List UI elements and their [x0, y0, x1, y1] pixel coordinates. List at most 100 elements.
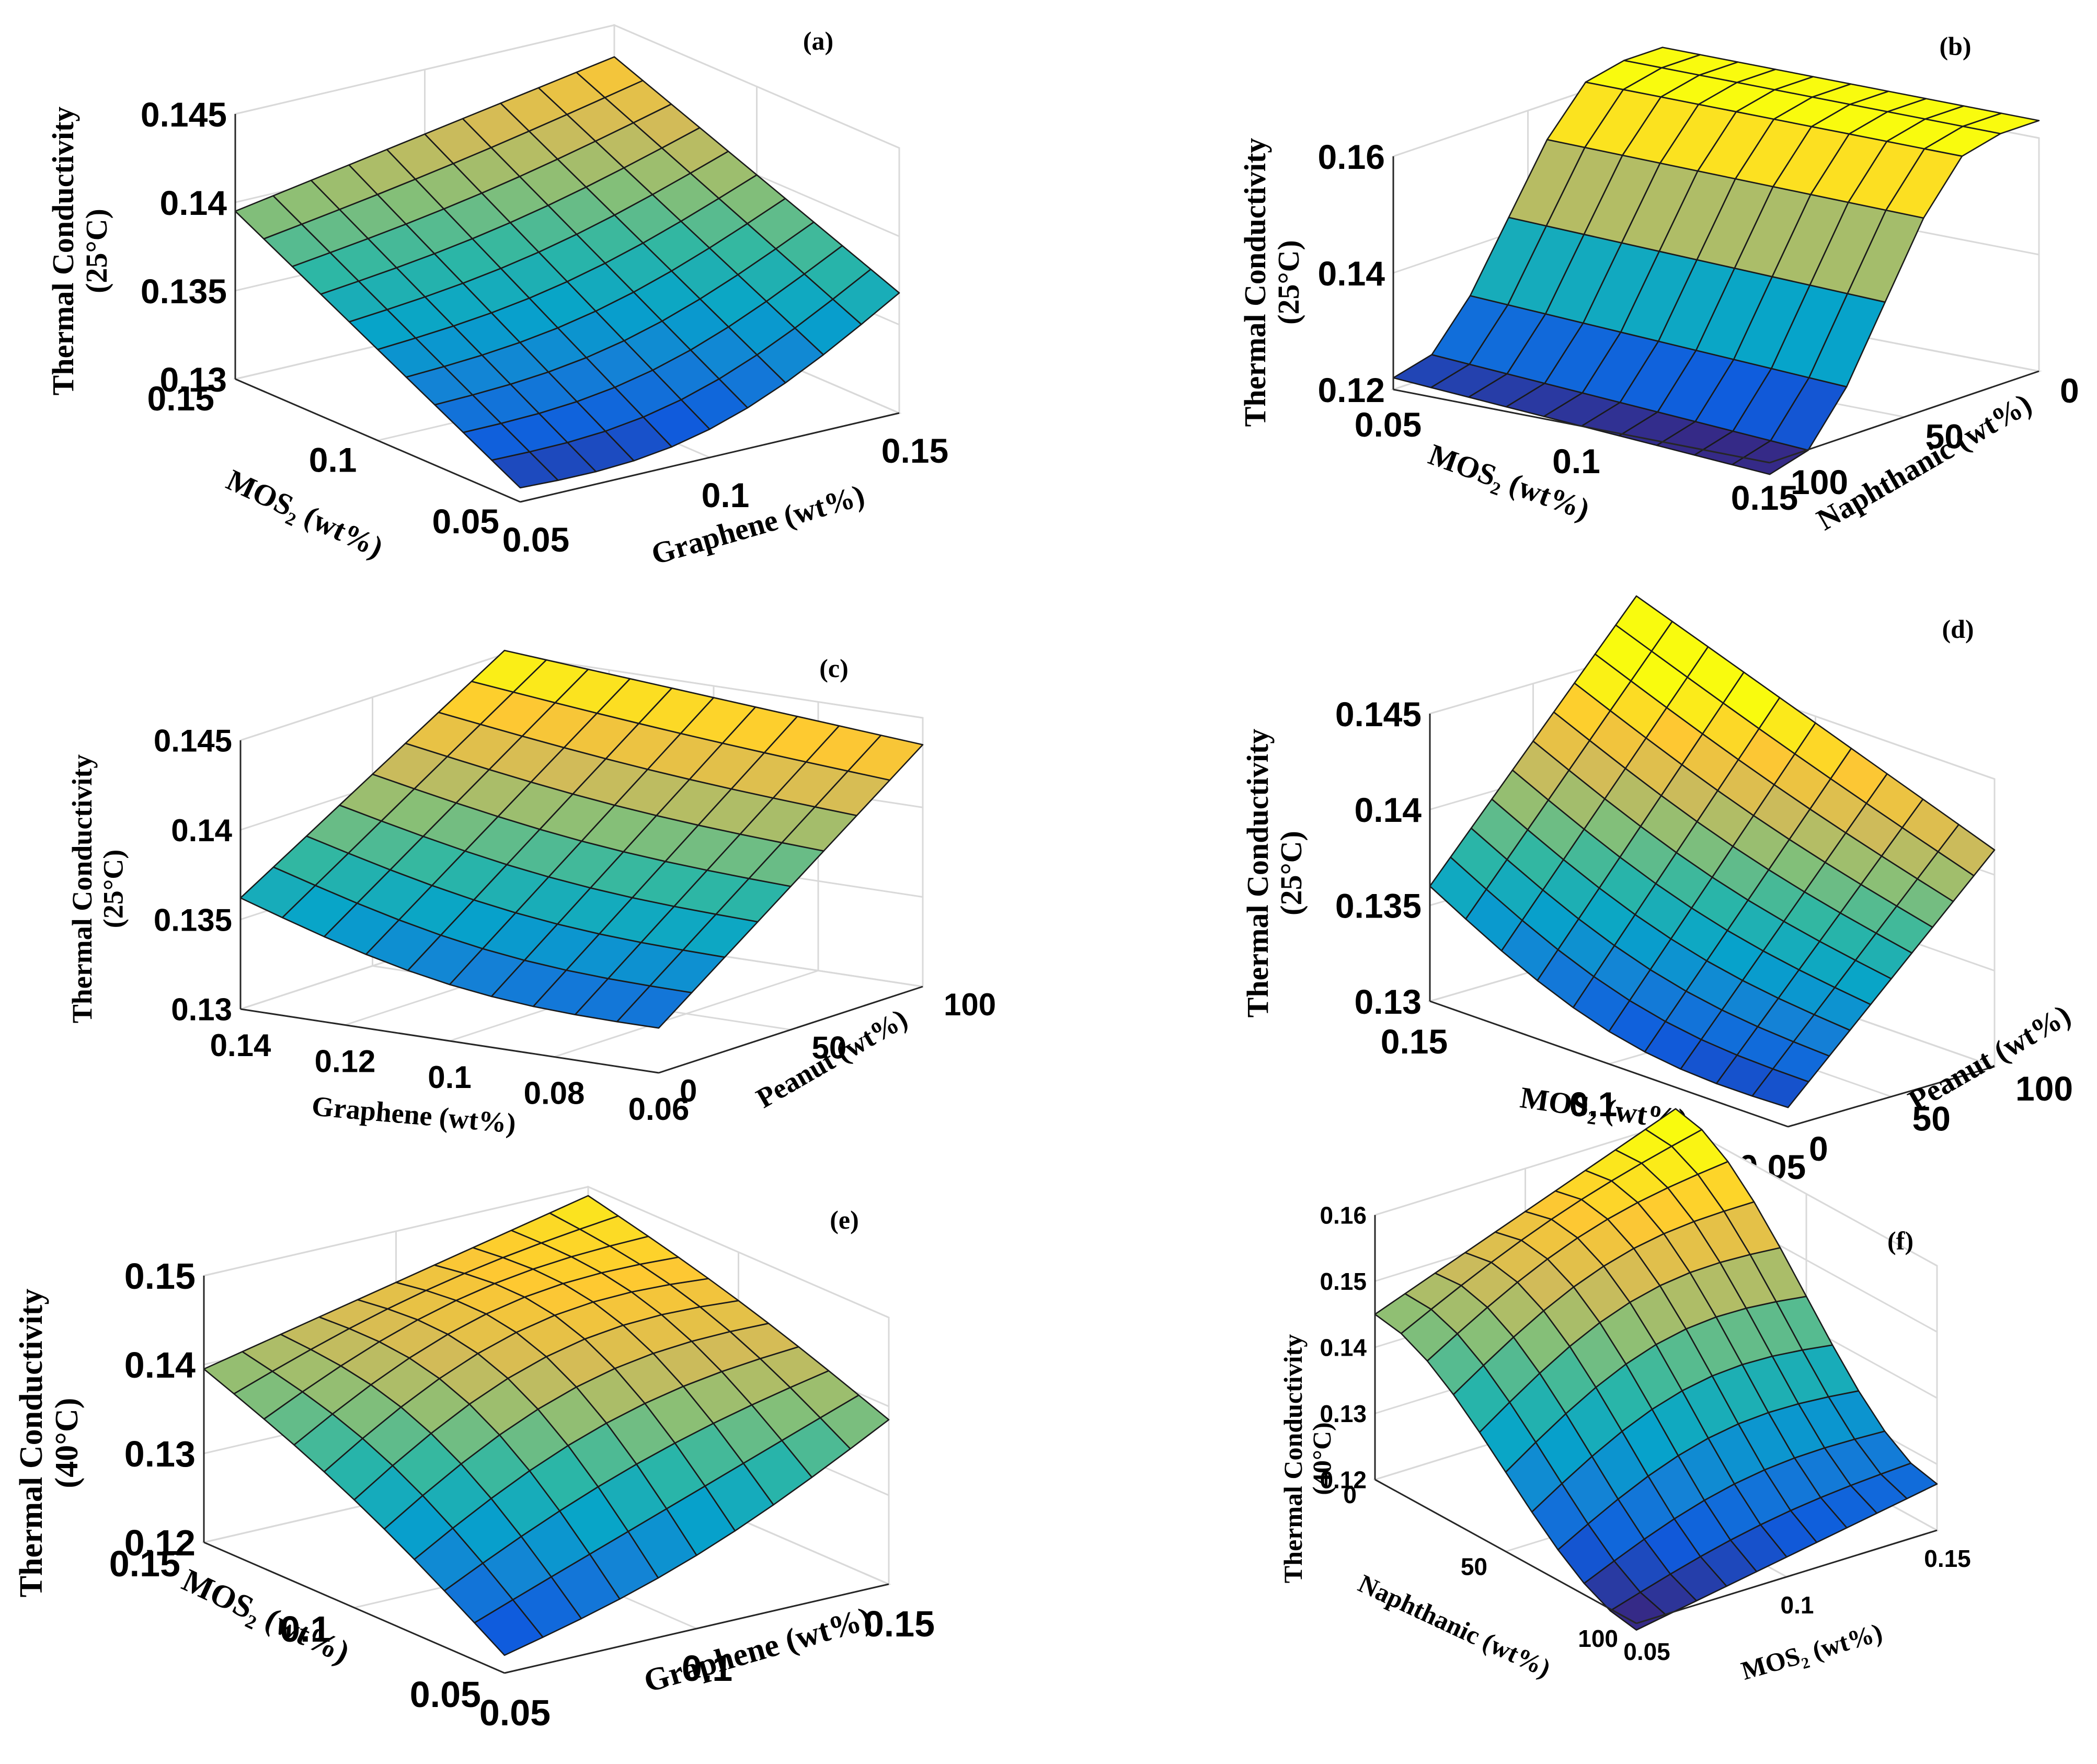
v-tick-label: 0.05: [432, 502, 499, 541]
z-tick-label: 0.145: [141, 95, 227, 134]
x-axis-label-main: MOS: [177, 1562, 259, 1625]
panel-f: 0.12 0.13 0.14 0.15 0.16 0.05 0.1 0.15 100 50 0 The…: [1278, 1108, 1971, 1689]
z-axis-label: Thermal Conductivity(25°C): [1241, 729, 1308, 1018]
axis-line: [504, 1583, 889, 1674]
v-tick-label: 0: [680, 1073, 697, 1108]
x-axis-label-main: MOS: [1424, 437, 1500, 492]
v-tick-label: 0: [1343, 1481, 1357, 1508]
z-tick-label: 0.12: [1320, 1467, 1367, 1494]
z-axis-label-line1: Thermal Conductivity: [46, 107, 80, 396]
z-tick-label: 0.16: [1320, 1202, 1367, 1229]
x-axis-label: MOS2 (wt%): [220, 463, 388, 568]
v-tick-label: 0.15: [109, 1543, 180, 1584]
z-tick-label: 0.135: [141, 272, 227, 311]
u-tick-label: 0.15: [1731, 478, 1798, 517]
z-axis-label-line1: Thermal Conductivity: [14, 1289, 49, 1598]
u-tick-label: 0.1: [682, 1648, 732, 1689]
v-tick-label: 0.1: [309, 441, 357, 479]
z-tick-label: 0.14: [124, 1345, 196, 1385]
u-tick-label: 0.06: [628, 1092, 690, 1127]
axis-line: [1429, 1000, 1789, 1128]
x-axis-label-subscript: 2: [1586, 1107, 1598, 1129]
u-tick-label: 0.1: [428, 1060, 471, 1095]
v-tick-label: 0: [2060, 371, 2079, 410]
z-axis-label: Thermal Conductivity(25°C): [46, 107, 113, 396]
z-axis-label-line2: (40°C): [49, 1398, 85, 1488]
panel-e: 0.12 0.13 0.14 0.15 0.05 0.1 0.15 0.05 0.1 0.15 Th…: [14, 1185, 935, 1733]
z-axis-label-line2: (25°C): [97, 850, 129, 929]
v-tick-label: 50: [1926, 417, 1964, 456]
v-tick-label: 50: [1461, 1553, 1487, 1580]
z-tick-label: 0.13: [1355, 982, 1422, 1021]
z-axis-label-line1: Thermal Conductivity: [66, 754, 98, 1024]
surface-facet: [1615, 595, 1673, 652]
y-axis-label: MOS2 (wt%): [1738, 1618, 1886, 1689]
u-tick-label: 0.1: [1552, 442, 1600, 480]
u-tick-label: 0.12: [315, 1044, 376, 1079]
z-tick-label: 0.13: [124, 1434, 196, 1474]
v-tick-label: 0.1: [280, 1609, 330, 1650]
z-axis-label: Thermal Conductivity(40°C): [14, 1289, 85, 1598]
z-tick-label: 0.13: [171, 992, 232, 1027]
u-tick-label: 0.14: [210, 1028, 271, 1063]
y-axis-label-main: Graphene (wt%): [648, 478, 868, 571]
v-tick-label: 0.05: [410, 1674, 481, 1715]
z-tick-label: 0.13: [160, 360, 227, 399]
y-axis-label-main: MOS: [1738, 1641, 1803, 1686]
axis-line: [520, 412, 900, 503]
z-axis-label-line2: (40°C): [1307, 1422, 1336, 1495]
surface-facet: [576, 56, 644, 98]
z-tick-label: 0.13: [1320, 1400, 1367, 1427]
z-axis-label-line1: Thermal Conductivity: [1241, 729, 1275, 1018]
u-tick-label: 0.15: [864, 1603, 935, 1644]
x-axis-label-main: Naphthanic (wt%): [1354, 1568, 1555, 1683]
v-tick-label: 100: [1791, 463, 1848, 501]
z-axis-label: Thermal Conductivity(40°C): [1278, 1334, 1336, 1583]
z-axis-label: Thermal Conductivity(25°C): [1238, 138, 1305, 427]
surface-facet: [1645, 1108, 1703, 1147]
x-axis-label-main: MOS: [222, 463, 299, 523]
panel-tag: (f): [1887, 1226, 1913, 1255]
z-tick-label: 0.14: [171, 813, 232, 848]
z-tick-label: 0.15: [1320, 1268, 1367, 1295]
z-tick-label: 0.135: [154, 902, 232, 937]
u-tick-label: 0.15: [1924, 1545, 1971, 1572]
z-axis-label-line2: (25°C): [1271, 240, 1305, 325]
axis-line: [1769, 370, 2039, 464]
axis-line: [1393, 388, 1770, 464]
x-axis-label-unit: (wt%): [292, 496, 388, 565]
z-tick-label: 0.14: [1355, 791, 1422, 829]
z-tick-label: 0.135: [1335, 886, 1422, 925]
z-tick-label: 0.145: [1335, 695, 1422, 734]
u-tick-label: 0.05: [1623, 1638, 1670, 1665]
panel-tag: (d): [1942, 614, 1974, 644]
panel-tag: (c): [819, 654, 849, 683]
z-tick-label: 0.14: [160, 184, 227, 222]
surface-facet: [549, 1195, 619, 1230]
axis-line: [203, 1541, 505, 1674]
y-axis-label-unit: (wt%): [1803, 1618, 1885, 1667]
u-tick-label: 0.05: [479, 1692, 551, 1733]
u-tick-label: 0.15: [1381, 1022, 1448, 1061]
v-tick-label: 50: [812, 1030, 847, 1066]
v-tick-label: 100: [1578, 1625, 1618, 1652]
v-tick-label: 100: [2015, 1069, 2073, 1108]
z-tick-label: 0.14: [1318, 254, 1385, 293]
u-tick-label: 0.08: [524, 1076, 585, 1111]
panel-a: 0.13 0.135 0.14 0.145 0.05 0.1 0.15 0.05 0.1 0.15…: [46, 24, 948, 571]
z-axis-label-line2: (25°C): [1274, 831, 1308, 915]
z-tick-label: 0.145: [154, 724, 232, 759]
x-axis-label: Naphthanic (wt%): [1354, 1568, 1555, 1683]
panel-tag: (e): [830, 1205, 859, 1234]
v-tick-label: 0.15: [147, 379, 214, 418]
x-axis-label: Graphene (wt%): [311, 1090, 517, 1139]
panel-c: 0.13 0.135 0.14 0.145 0.14 0.12 0.1 0.08 0.060 50…: [66, 649, 996, 1139]
u-tick-label: 0.05: [502, 520, 569, 559]
z-tick-label: 0.14: [1320, 1334, 1367, 1361]
z-tick-label: 0.12: [124, 1522, 196, 1563]
axis-line: [1787, 1066, 1995, 1128]
